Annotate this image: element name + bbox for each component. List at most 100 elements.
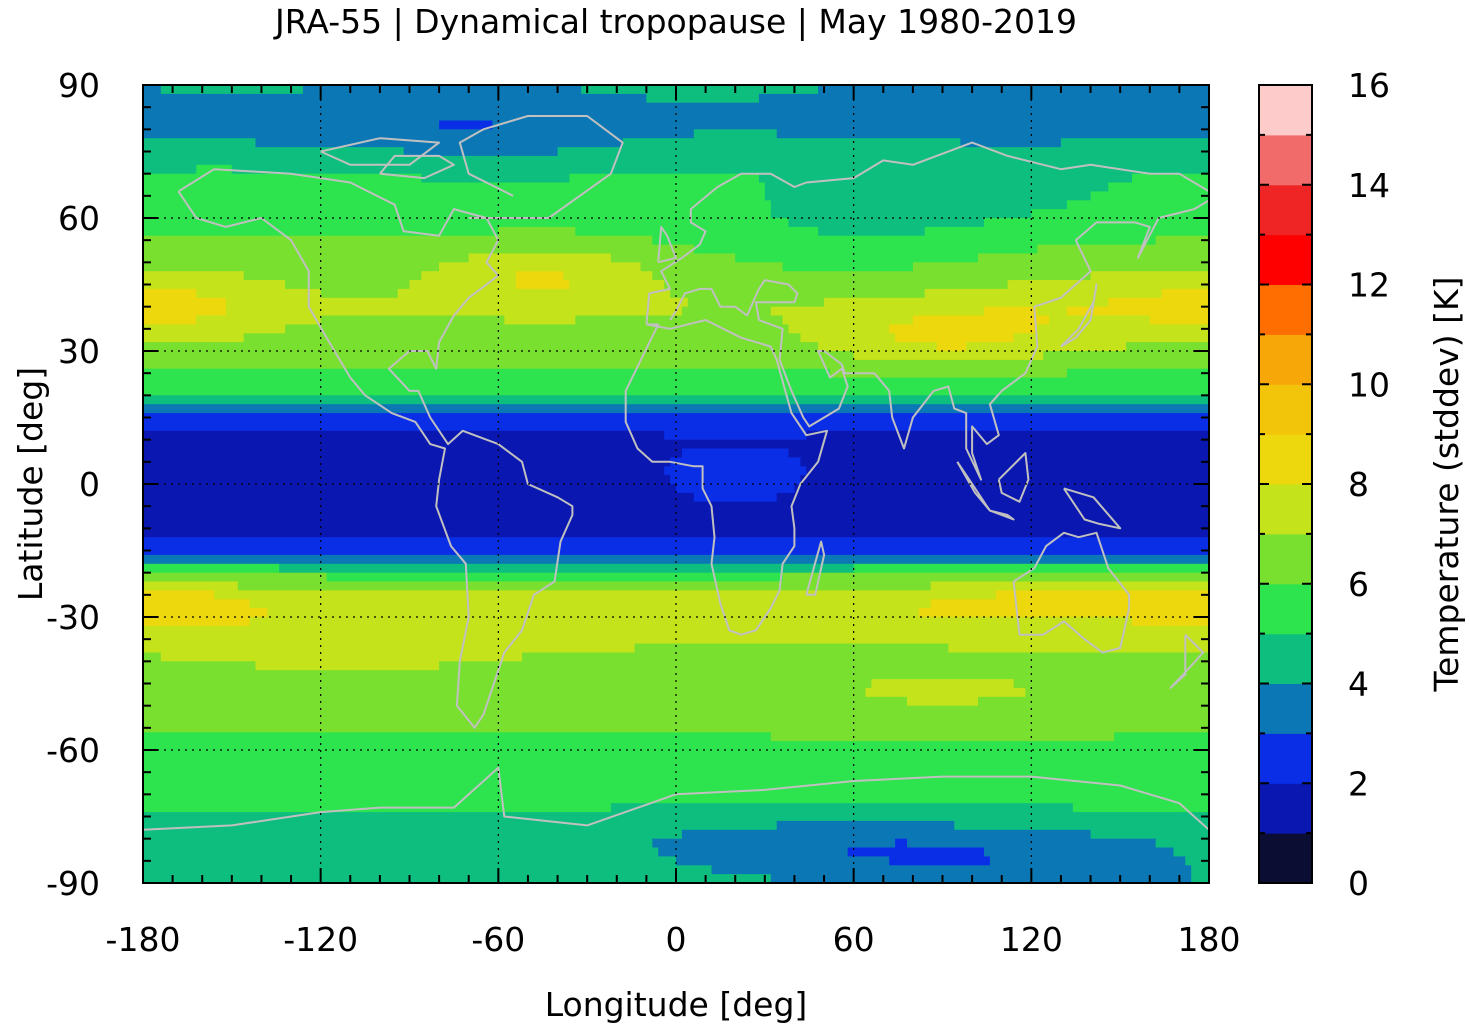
colorbar-swatch: [1259, 733, 1312, 784]
heatmap-cell: [770, 306, 985, 317]
heatmap-cell: [995, 590, 1209, 600]
heatmap-cell: [764, 191, 1092, 201]
colorbar-swatch: [1259, 284, 1312, 335]
x-tick-label: 180: [1178, 920, 1241, 959]
heatmap-cell: [196, 288, 322, 299]
heatmap-cell: [670, 457, 801, 467]
heatmap-cell: [676, 484, 795, 494]
heatmap-cell: [575, 226, 819, 237]
heatmap-cell: [681, 829, 1092, 840]
coastline: [657, 225, 677, 264]
heatmap-cell: [285, 280, 411, 290]
heatmap-cell: [143, 421, 1209, 432]
heatmap-cell: [143, 226, 499, 237]
heatmap-cell: [1108, 182, 1209, 192]
heatmap-cell: [610, 803, 1074, 813]
heatmap-cell: [143, 377, 1209, 388]
heatmap-cell: [581, 85, 819, 95]
heatmap-cell: [143, 838, 653, 849]
heatmap-cell: [1114, 732, 1209, 742]
heatmap-cell: [143, 386, 1209, 396]
heatmap-cell: [895, 333, 1015, 343]
heatmap-cell: [143, 129, 695, 139]
heatmap-cell: [143, 359, 1209, 370]
heatmap-cell: [320, 288, 399, 299]
y-tick-label: 30: [58, 332, 100, 371]
heatmap-cell: [676, 856, 890, 866]
heatmap-cell: [143, 333, 245, 343]
colorbar-swatch: [1259, 783, 1312, 834]
heatmap-cell: [918, 608, 1209, 618]
heatmap-cell: [143, 820, 778, 831]
heatmap-cell: [681, 306, 772, 317]
heatmap-cell: [978, 696, 1209, 707]
heatmap-cell: [652, 271, 1092, 281]
coastline: [997, 452, 1030, 503]
heatmap-cell: [818, 342, 938, 352]
heatmap-cell: [143, 209, 772, 219]
y-tick-label: 90: [58, 66, 100, 105]
heatmap-cell: [516, 271, 565, 281]
heatmap-cell: [143, 696, 908, 707]
heatmap-cell: [670, 475, 801, 485]
heatmap-cell: [1025, 687, 1209, 698]
colorbar-tick-label: 16: [1348, 66, 1390, 105]
heatmap-cell: [143, 218, 790, 228]
heatmap-cell: [1013, 679, 1209, 689]
colorbar-swatch: [1259, 234, 1312, 285]
x-tick-label: -180: [106, 920, 181, 959]
heatmap-cell: [652, 838, 896, 849]
heatmap-cell: [516, 280, 570, 290]
heatmap-cell: [320, 315, 505, 325]
heatmap-cell: [818, 226, 926, 237]
heatmap-cell: [924, 288, 1163, 299]
colorbar-swatch: [1259, 384, 1312, 435]
heatmap-cell: [439, 262, 642, 272]
heatmap-cell: [231, 164, 1209, 175]
heatmap-cell: [143, 785, 1209, 795]
y-tick-label: 0: [79, 465, 100, 504]
heatmap-cell: [1132, 617, 1209, 627]
coastline: [320, 137, 441, 166]
heatmap-cell: [646, 93, 760, 104]
y-axis-label: Latitude [deg]: [11, 367, 50, 601]
heatmap-cell: [143, 475, 671, 485]
heatmap-cell: [758, 93, 1209, 104]
heatmap-cell: [143, 120, 440, 130]
heatmap-cell: [143, 563, 280, 574]
heatmap-cell: [557, 147, 1209, 157]
heatmap-cell: [285, 324, 790, 334]
x-tick-labels: -180 -120 -60 0 60 120 180: [106, 920, 1241, 959]
heatmap-cell: [664, 430, 807, 441]
heatmap-cell: [143, 865, 713, 875]
heatmap-cell: [966, 342, 1127, 352]
x-tick-label: -60: [471, 920, 525, 959]
grid-lines: [143, 85, 1209, 883]
coastline: [177, 168, 574, 729]
colorbar-swatch: [1259, 434, 1312, 485]
heatmap-cell: [930, 599, 1209, 609]
heatmap-cell: [1149, 315, 1209, 325]
colorbar-swatch: [1259, 583, 1312, 635]
heatmap-cell: [504, 315, 576, 325]
heatmap-cell: [978, 253, 1209, 263]
heatmap-cell: [693, 492, 778, 503]
heatmap-cell: [569, 280, 665, 290]
heatmap-cell: [1060, 138, 1209, 148]
heatmap-cell: [788, 324, 890, 334]
heatmap-cell: [279, 563, 855, 574]
heatmap-cell: [735, 253, 979, 263]
heatmap-cell: [1072, 803, 1209, 813]
heatmap-cell: [954, 820, 1209, 831]
x-tick-label: -120: [283, 920, 358, 959]
heatmap-cell: [143, 368, 831, 379]
heatmap-cell: [936, 342, 967, 352]
heatmap-cell: [143, 599, 251, 609]
heatmap-cell: [575, 315, 784, 325]
heatmap-cell: [143, 93, 647, 104]
heatmap-cell: [143, 581, 239, 591]
heatmap-cell: [652, 235, 1157, 246]
heatmap-cell: [806, 430, 1209, 441]
heatmap-cell: [960, 138, 1062, 148]
heatmap-cell: [143, 776, 1209, 787]
